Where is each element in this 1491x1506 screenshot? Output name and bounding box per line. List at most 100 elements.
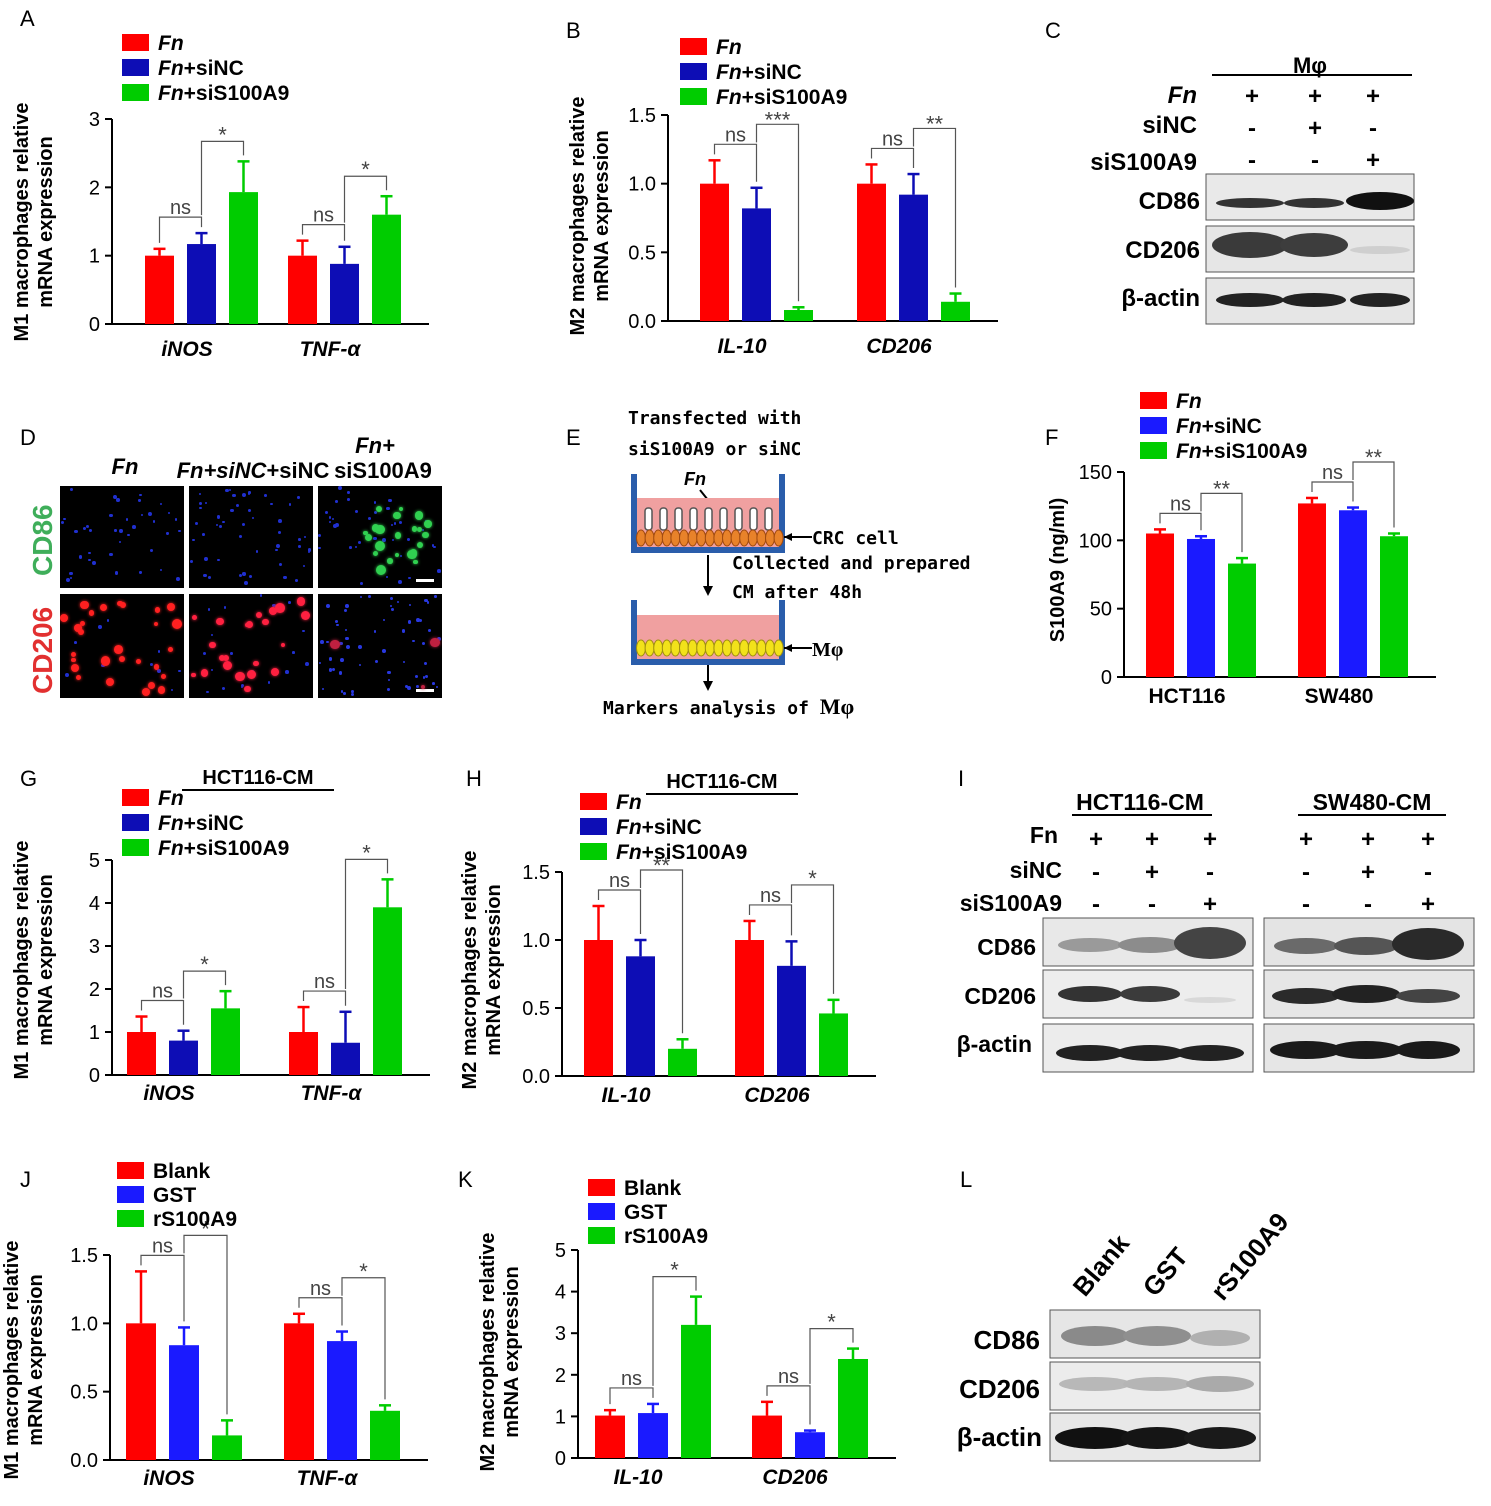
sig-bracket — [1311, 481, 1354, 502]
stained-cell — [114, 644, 124, 654]
nucleus-dot — [387, 671, 391, 675]
stained-cell — [414, 511, 424, 520]
sig-bracket — [1352, 461, 1395, 528]
nucleus-dot — [152, 520, 156, 524]
stained-cell — [296, 597, 306, 606]
stained-cell — [416, 541, 424, 548]
stained-cell — [364, 533, 373, 542]
legend-label: Fn+siNC — [716, 61, 802, 84]
blot-i-sign: + — [1203, 826, 1217, 853]
nucleus-dot — [199, 501, 203, 505]
blot-c-row-label-sinc: siNC — [1142, 112, 1197, 139]
legend-swatch — [588, 1179, 615, 1196]
stained-cell — [374, 541, 385, 552]
bar-h-2-1 — [819, 1013, 848, 1076]
legend-swatch — [1140, 417, 1167, 434]
stained-cell — [166, 603, 175, 612]
legend-swatch — [1140, 442, 1167, 459]
category-label: SW480 — [1305, 685, 1374, 708]
sig-label: * — [218, 122, 227, 147]
schematic-analysis-mphi: Mφ — [820, 694, 855, 719]
blot-i-group-hct116: HCT116-CM — [1076, 789, 1204, 815]
stained-cell — [374, 524, 385, 535]
nucleus-dot — [305, 661, 309, 666]
chart-f: 0 50 100 150 S100A9 (ng/ml) ns ** HCT116 ns ** SW4… — [1047, 390, 1436, 708]
crc-cell-shape — [730, 529, 741, 547]
nucleus-dot — [408, 576, 412, 580]
category-label: IL-10 — [613, 1466, 662, 1489]
y-tick-label: 50 — [1090, 599, 1112, 621]
sig-label: * — [808, 866, 817, 891]
crc-cell-shape — [679, 529, 689, 547]
legend-label-italic: Fn — [1176, 415, 1202, 438]
legend-label: Fn — [158, 32, 184, 55]
bar-k-2-0 — [681, 1324, 711, 1458]
blot-panel-c: Mφ Fn siNC siS100A9 + + + - + - - - + CD… — [1090, 53, 1412, 312]
bar-k-1-1 — [795, 1432, 825, 1458]
nucleus-dot — [65, 672, 70, 677]
sig-bracket — [652, 1275, 697, 1386]
nucleus-dot — [375, 659, 379, 663]
legend-label-rest: +siNC — [184, 57, 244, 80]
chart-a: 0 1 2 3 M1 macrophages relative mRNA expressi… — [11, 32, 429, 361]
legend-label-rest: +siNC — [1202, 415, 1262, 438]
nucleus-dot — [431, 544, 435, 547]
nucleus-dot — [78, 555, 82, 559]
nucleus-dot — [393, 522, 397, 525]
sig-label: * — [361, 157, 370, 182]
legend-swatch — [588, 1227, 615, 1244]
legend-label-rest: +siNC — [742, 61, 802, 84]
sig-bracket — [748, 904, 793, 936]
nucleus-dot — [138, 499, 141, 502]
nucleus-dot — [386, 507, 390, 511]
y-tick-label: 5 — [89, 850, 100, 872]
macrophage-cell-shape — [756, 639, 767, 657]
schematic-line1: Transfected with — [628, 408, 801, 429]
nucleus-dot — [85, 524, 90, 528]
sig-label: ** — [926, 111, 944, 136]
nucleus-dot — [219, 525, 223, 529]
nucleus-dot — [391, 538, 394, 542]
stained-cell — [255, 611, 263, 619]
nucleus-dot — [345, 636, 349, 641]
legend-label-italic: Fn — [716, 86, 742, 109]
nucleus-dot — [118, 540, 122, 544]
blot-c-sign: + — [1308, 83, 1322, 110]
stained-cell — [80, 600, 89, 609]
sig-label: ns — [1170, 493, 1191, 515]
nucleus-dot — [82, 527, 86, 531]
sig-bracket — [790, 884, 835, 994]
stained-cell — [135, 658, 141, 664]
y-axis-label-line: M2 macrophages relative — [477, 1233, 499, 1472]
nucleus-dot — [238, 534, 243, 539]
stained-cell — [411, 525, 418, 532]
micro-col-fn-sinc-fn: Fn+siNC — [177, 458, 268, 483]
chart-b: 0.0 0.5 1.0 1.5 M2 macrophages relative mRNA … — [567, 36, 998, 358]
blot-c-band-label-cd206: CD206 — [1125, 237, 1200, 264]
schematic-line2: siS100A9 or siNC — [628, 439, 801, 460]
nucleus-dot — [159, 502, 162, 505]
blot-i-sign: + — [1299, 826, 1313, 853]
nucleus-dot — [106, 618, 110, 622]
nucleus-dot — [359, 595, 363, 599]
legend-label: GST — [153, 1184, 196, 1207]
y-tick-label: 1.0 — [522, 930, 550, 952]
nucleus-dot — [407, 620, 412, 624]
sig-bracket — [870, 147, 915, 169]
nucleus-dot — [350, 690, 354, 693]
nucleus-dot — [381, 537, 386, 542]
nucleus-dot — [69, 572, 73, 576]
macrophage-cell-shape — [653, 639, 664, 657]
nucleus-dot — [204, 557, 208, 562]
nucleus-dot — [207, 608, 211, 611]
panel-letter-l: L — [960, 1167, 972, 1192]
legend-label: Fn+siS100A9 — [616, 841, 747, 864]
bar-g-1-0 — [169, 1040, 198, 1075]
stained-cell — [157, 685, 166, 694]
macrophage-cell-shape — [722, 639, 732, 657]
panel-letter-a: A — [20, 6, 35, 31]
panel-letter-i: I — [958, 766, 964, 791]
legend-swatch — [680, 63, 707, 80]
blot-i-sign: + — [1421, 826, 1435, 853]
nucleus-dot — [206, 691, 209, 694]
